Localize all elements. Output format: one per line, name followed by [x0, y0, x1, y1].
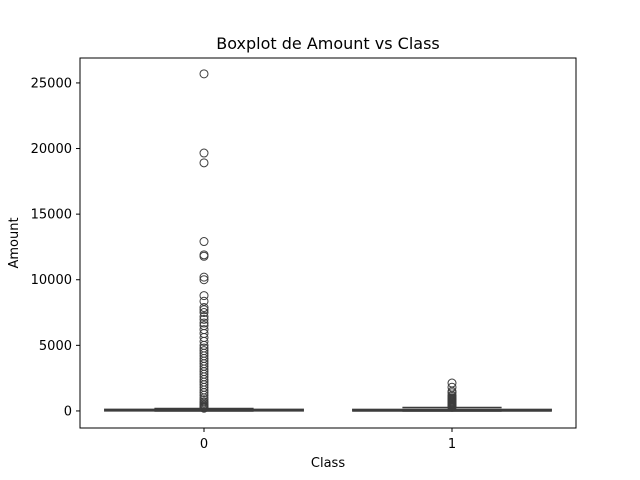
outlier-point [199, 275, 209, 285]
y-axis-label: Amount [7, 217, 22, 268]
outlier-point [199, 311, 209, 321]
plot-area [104, 69, 552, 413]
outlier-point [199, 305, 209, 315]
y-tick-label: 0 [64, 404, 72, 419]
plot-frame [79, 57, 577, 429]
y-tick-label: 15000 [31, 208, 72, 223]
outlier-point [199, 148, 209, 158]
outlier-point [199, 336, 209, 346]
outlier-point [199, 272, 209, 282]
outlier-point [199, 403, 209, 413]
outlier-point [199, 69, 209, 79]
x-tick-label: 0 [200, 437, 208, 452]
outlier-point [199, 388, 209, 398]
y-tick-label: 20000 [31, 142, 72, 157]
outlier-point [199, 251, 209, 261]
x-axis-label: Class [311, 456, 345, 471]
outlier-point [199, 296, 209, 306]
outlier-point [199, 308, 209, 318]
y-tick-label: 10000 [31, 273, 72, 288]
x-tick-label: 1 [448, 437, 456, 452]
outlier-point [199, 318, 209, 328]
outlier-point [199, 303, 209, 313]
outlier-point [199, 158, 209, 168]
outlier-point [447, 402, 457, 412]
outlier-point [199, 314, 209, 324]
y-tick-label: 25000 [31, 76, 72, 91]
outlier-point [199, 291, 209, 301]
outlier-point [199, 237, 209, 247]
chart-title: Boxplot de Amount vs Class [216, 34, 440, 53]
y-tick-label: 5000 [39, 339, 72, 354]
